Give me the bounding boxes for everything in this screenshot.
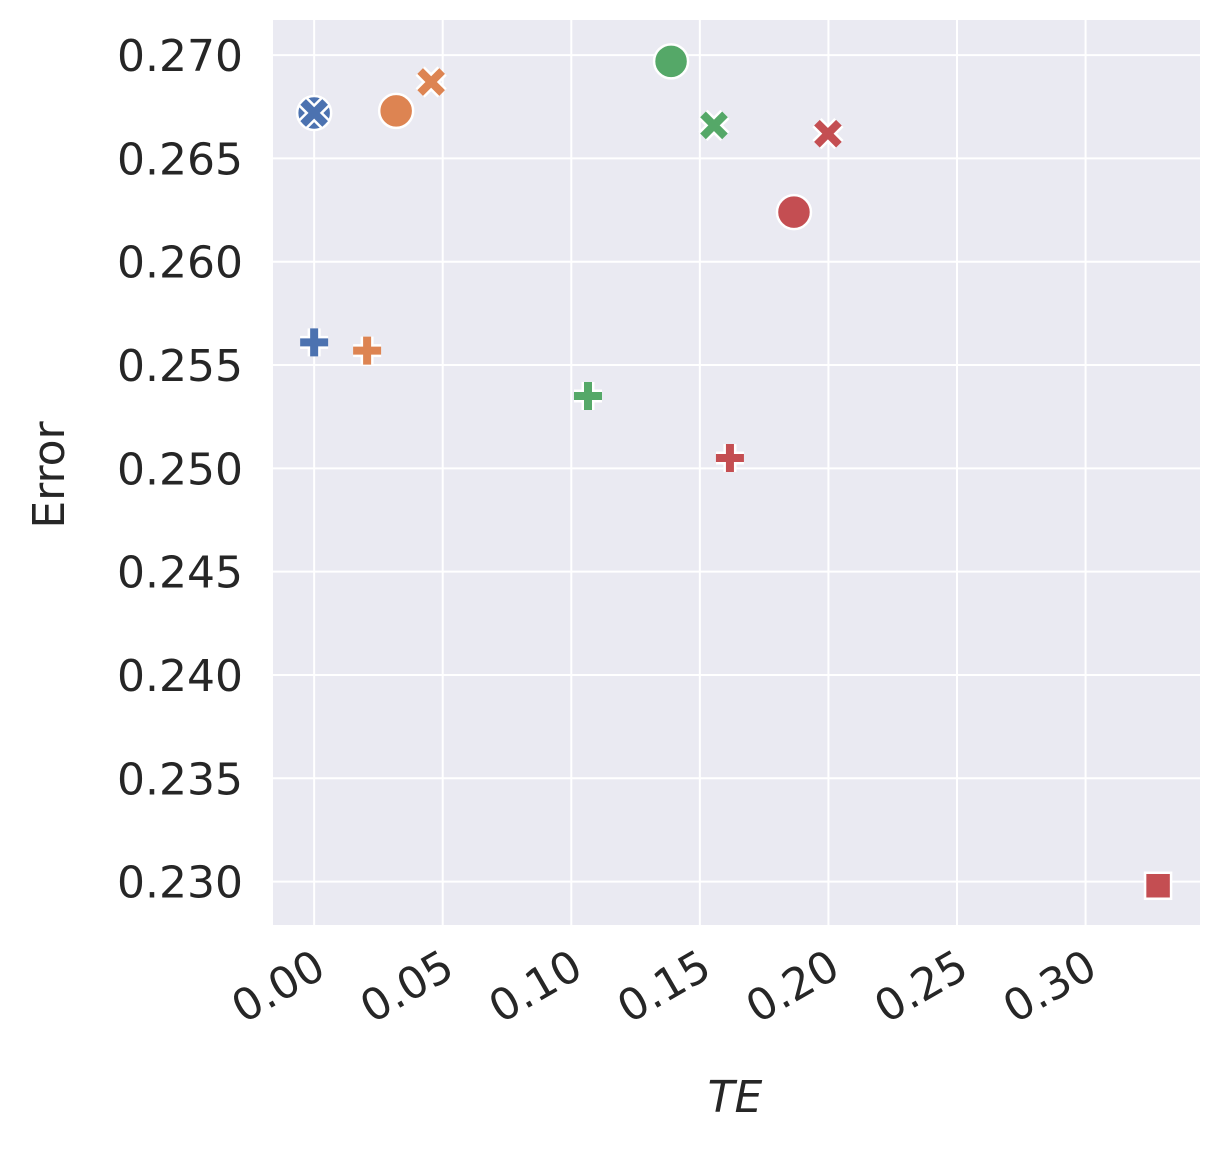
y-tick-label: 0.250 [117, 444, 243, 495]
x-tick-label: 0.15 [609, 940, 719, 1033]
point [652, 43, 690, 80]
x-tick-label: 0.00 [223, 940, 333, 1033]
point [574, 382, 602, 411]
y-tick-label: 0.230 [117, 858, 243, 909]
x-tick-label: 0.10 [480, 940, 590, 1033]
x-tick-label: 0.05 [352, 940, 462, 1033]
y-tick-label: 0.265 [117, 134, 243, 185]
point-body [574, 382, 602, 411]
y-tick-label: 0.245 [117, 548, 243, 599]
point [298, 97, 330, 129]
point [300, 328, 329, 357]
point [415, 66, 447, 98]
y-tick-label: 0.235 [117, 754, 243, 805]
point-body [715, 444, 744, 473]
y-tick-label: 0.270 [117, 31, 243, 82]
point [715, 444, 744, 473]
point [812, 118, 844, 150]
point-body [353, 336, 382, 365]
y-axis-label: Error [24, 420, 75, 528]
point-body [300, 99, 328, 127]
x-tick-label: 0.25 [866, 940, 976, 1033]
point-body [814, 119, 842, 148]
x-axis-label: TE [708, 1072, 763, 1123]
x-tick-label: 0.20 [738, 940, 848, 1033]
x-tick-label: 0.30 [995, 940, 1105, 1033]
point [1143, 871, 1173, 900]
plot-area [273, 20, 1200, 925]
y-tick-label: 0.240 [117, 651, 243, 702]
y-tick-label: 0.255 [117, 341, 243, 392]
point-body [300, 328, 329, 357]
point [377, 92, 415, 130]
point-body [700, 111, 728, 140]
point-body [417, 68, 445, 96]
point [698, 109, 730, 141]
point [353, 336, 382, 365]
point [775, 193, 813, 231]
y-tick-label: 0.260 [117, 238, 243, 289]
